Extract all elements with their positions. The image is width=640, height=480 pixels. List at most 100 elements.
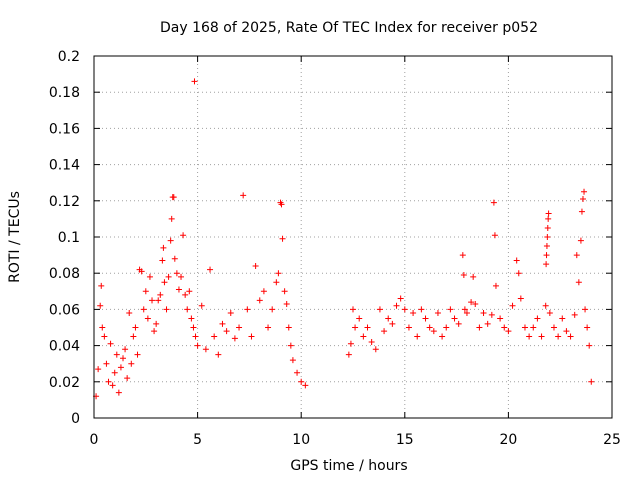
data-point: [111, 369, 118, 376]
y-axis-ticks: 0 0.02 0.04 0.06 0.08 0.1 0.12 0.14 0.16 0.18 0.2: [49, 49, 612, 427]
data-point: [278, 201, 285, 208]
data-point: [468, 299, 475, 306]
data-point: [573, 252, 580, 259]
data-point: [170, 194, 177, 201]
data-point: [126, 310, 133, 317]
data-point: [526, 333, 533, 340]
data-point: [190, 324, 197, 331]
data-point: [545, 210, 552, 217]
x-axis-ticks: 0 5 10 15 20 25: [90, 56, 621, 448]
data-point: [298, 378, 305, 385]
data-point: [397, 295, 404, 302]
x-tick-label: 0: [90, 432, 99, 448]
data-point: [586, 342, 593, 349]
data-point: [422, 315, 429, 322]
data-point: [347, 340, 354, 347]
data-point: [418, 306, 425, 313]
data-point: [530, 324, 537, 331]
data-point: [443, 324, 450, 331]
x-tick-label: 15: [396, 432, 414, 448]
data-point: [155, 297, 162, 304]
data-point: [180, 232, 187, 239]
data-point: [128, 360, 135, 367]
data-point: [236, 324, 243, 331]
data-point: [389, 320, 396, 327]
data-point: [578, 208, 585, 215]
y-tick-label: 0.06: [49, 302, 80, 318]
data-point: [269, 306, 276, 313]
data-point: [101, 333, 108, 340]
data-point: [543, 261, 550, 268]
data-point: [513, 257, 520, 264]
y-tick-label: 0.16: [49, 121, 80, 137]
y-tick-label: 0.14: [49, 158, 80, 174]
data-point: [393, 302, 400, 309]
data-point: [401, 306, 408, 313]
data-point: [215, 351, 222, 358]
y-tick-label: 0: [71, 411, 80, 427]
data-point: [244, 306, 251, 313]
data-point: [198, 302, 205, 309]
data-point: [352, 324, 359, 331]
data-point: [538, 333, 545, 340]
data-point: [178, 273, 185, 280]
data-point: [577, 237, 584, 244]
data-point: [567, 333, 574, 340]
data-point: [207, 266, 214, 273]
data-point: [460, 272, 467, 279]
data-point: [142, 288, 149, 295]
data-point: [430, 328, 437, 335]
data-point: [559, 315, 566, 322]
data-point: [472, 300, 479, 307]
data-point: [345, 351, 352, 358]
data-points: [93, 78, 595, 400]
data-point: [227, 310, 234, 317]
y-tick-label: 0.2: [58, 49, 80, 65]
data-point: [534, 315, 541, 322]
data-point: [426, 324, 433, 331]
data-point: [455, 320, 462, 327]
data-point: [563, 328, 570, 335]
y-tick-label: 0.12: [49, 194, 80, 210]
data-point: [144, 315, 151, 322]
data-point: [414, 333, 421, 340]
data-point: [364, 324, 371, 331]
data-point: [543, 252, 550, 259]
data-point: [545, 215, 552, 222]
data-point: [99, 324, 106, 331]
data-point: [571, 311, 578, 318]
data-point: [376, 306, 383, 313]
data-point: [381, 328, 388, 335]
data-point: [350, 306, 356, 313]
data-point: [302, 382, 309, 389]
data-point: [581, 188, 588, 195]
data-point: [252, 262, 259, 269]
data-point: [368, 338, 375, 345]
data-point: [579, 195, 586, 202]
data-point: [113, 351, 120, 358]
y-tick-label: 0.08: [49, 266, 80, 282]
data-point: [410, 310, 417, 317]
data-point: [491, 232, 498, 239]
data-point: [294, 369, 301, 376]
data-point: [505, 328, 512, 335]
data-point: [385, 315, 392, 322]
data-point: [194, 342, 201, 349]
data-point: [115, 389, 122, 396]
data-point: [157, 291, 164, 298]
data-point: [543, 243, 550, 250]
data-point: [575, 279, 582, 286]
data-point: [248, 333, 255, 340]
grid-lines: [94, 56, 612, 418]
data-point: [521, 324, 528, 331]
x-tick-label: 10: [292, 432, 310, 448]
data-point: [163, 306, 170, 313]
data-point: [173, 270, 180, 277]
data-point: [153, 320, 160, 327]
data-point: [202, 346, 209, 353]
data-point: [463, 310, 470, 317]
data-point: [109, 382, 116, 389]
data-point: [497, 315, 504, 322]
data-point: [517, 295, 524, 302]
